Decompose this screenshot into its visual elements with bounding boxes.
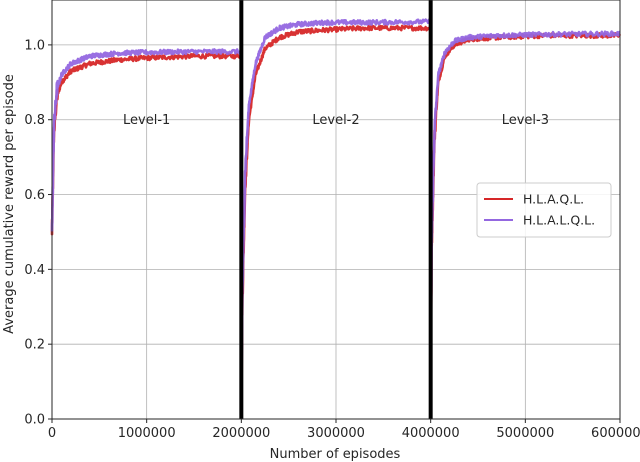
level-label: Level-2	[312, 113, 359, 128]
series-line-level-2	[240, 18, 432, 414]
y-tick-label: 0.8	[24, 113, 45, 128]
level-annotations: Level-1 Level-2 Level-3	[123, 113, 549, 128]
y-tick-label: 1.0	[24, 38, 45, 53]
y-tick-label: 0.2	[24, 338, 45, 353]
legend-label-hlalql: H.L.A.L.Q.L.	[523, 213, 595, 228]
x-tick-label: 3000000	[307, 426, 365, 441]
y-tick-label: 0.6	[24, 188, 45, 203]
level-label: Level-1	[123, 113, 170, 128]
y-axis-label: Average cumulative reward per episode	[2, 74, 17, 334]
x-tick-label: 5000000	[496, 426, 554, 441]
series-hlalql	[50, 18, 621, 414]
x-axis-label: Number of episodes	[270, 447, 401, 462]
series-line-level-1	[50, 48, 242, 232]
series-layer	[50, 18, 622, 414]
level-label: Level-3	[502, 113, 549, 128]
x-tick-label: 2000000	[212, 426, 270, 441]
series-line-level-2	[240, 24, 432, 414]
x-tick-label: 0	[48, 426, 56, 441]
legend: H.L.A.Q.L. H.L.A.L.Q.L.	[476, 182, 612, 238]
x-tick-label: 1000000	[118, 426, 176, 441]
level-boundaries	[239, 0, 433, 419]
legend-label-hlaql: H.L.A.Q.L.	[523, 192, 584, 207]
legend-box	[476, 182, 612, 238]
series-line-level-1	[50, 52, 243, 236]
y-tick-label: 0.4	[24, 263, 45, 278]
y-tick-label: 0.0	[24, 413, 45, 428]
series-line-level-3	[429, 30, 621, 403]
tick-layer: 0 1000000 2000000 3000000 4000000 5000000 6000…	[24, 38, 640, 441]
x-tick-label: 4000000	[402, 426, 460, 441]
